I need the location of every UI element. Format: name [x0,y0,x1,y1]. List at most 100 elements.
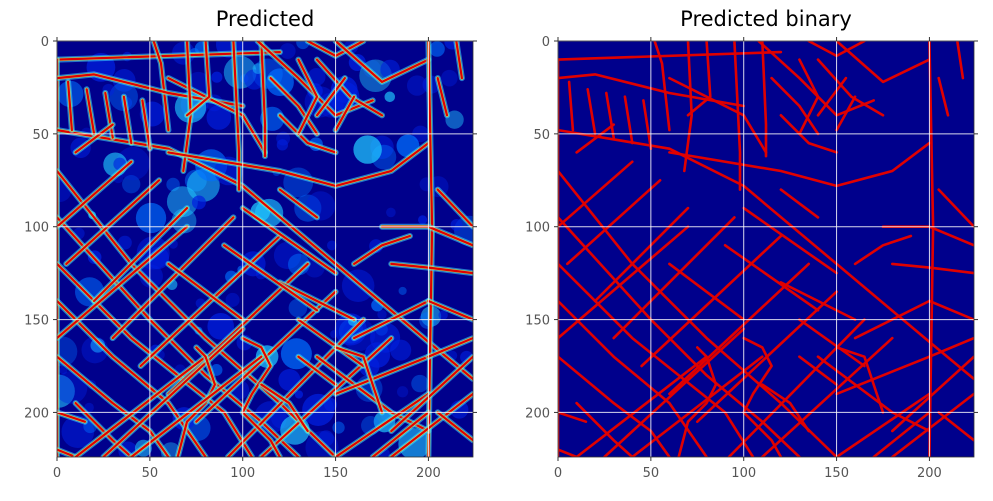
activation-blob [117,235,132,250]
activation-blob [294,390,304,399]
road-line [742,336,783,457]
road-line [558,448,578,457]
road-line [937,411,974,442]
road-line [890,355,974,433]
y-tick-label: 50 [533,128,550,143]
road-line [427,299,473,321]
y-tick-label: 200 [24,406,49,421]
road-line [74,355,207,457]
road-line [334,355,430,395]
road-line [640,234,783,368]
road-line [334,392,430,457]
activation-blob [411,374,429,393]
road-line [223,244,319,312]
road-line [141,99,151,150]
road-line [727,318,866,457]
activation-blob [438,310,448,320]
road-line [269,76,319,135]
activation-blob [225,292,240,307]
road-line [593,206,690,303]
road-line [278,281,356,321]
road-line [558,169,838,457]
road-line [760,336,894,457]
activation-blob [396,386,409,398]
road-line [742,206,838,275]
activation-blob [135,202,167,234]
activation-blob [353,135,382,164]
road-line [937,76,950,117]
road-line [74,123,114,154]
road-line [565,179,662,266]
activation-blob [450,218,463,231]
y-tick-label: 100 [525,221,550,236]
road-line [733,41,742,191]
y-tick-label: 200 [525,406,550,421]
road-line [57,448,77,457]
road-line [57,160,133,228]
y-tick-label: 150 [24,314,49,329]
road-line [297,58,319,135]
road-line [334,346,384,414]
activation-blob [330,330,338,338]
road-line [390,392,473,457]
road-line [816,58,885,117]
y-tick-label: 0 [41,35,49,50]
road-line [835,346,885,414]
road-line [677,346,718,457]
road-line [241,337,281,457]
road-line [642,99,653,150]
y-tick-label: 150 [525,314,550,329]
road-line [835,392,931,457]
activation-blob [244,69,265,90]
road-line [104,91,114,139]
road-line [890,392,974,457]
road-line [130,355,263,457]
y-tick-label: 0 [542,35,550,50]
road-line [185,41,211,117]
road-line [297,318,365,368]
x-tick-label: 200 [917,466,942,481]
road-line [558,411,588,424]
road-line [436,411,473,442]
road-line [315,58,384,117]
road-line [92,207,189,303]
road-line [65,179,161,265]
activation-blob [418,215,428,225]
road-line [278,114,337,154]
x-tick-label: 0 [554,466,562,481]
road-line [567,80,575,132]
road-line [779,188,820,219]
road-line [575,401,634,457]
road-line [455,41,463,80]
activation-blob [386,207,396,218]
road-line [85,88,96,135]
road-line [603,327,746,457]
activation-blob [398,286,407,295]
road-line [139,234,281,368]
predicted-image [57,41,473,457]
road-line [297,355,337,386]
x-tick-label: 100 [230,466,255,481]
right-panel-title: Predicted binary [680,7,852,31]
activation-blob [59,366,68,375]
road-line [668,262,746,321]
road-line [111,216,235,340]
road-line [612,216,736,340]
activation-blob [441,69,458,87]
road-line [122,95,133,145]
road-line [241,207,337,275]
road-line [686,41,712,117]
road-line [760,383,811,433]
road-line [835,95,857,132]
activation-blob [406,75,428,96]
road-line [226,318,365,457]
road-line [74,402,133,457]
axes-frame [557,40,975,458]
road-line [798,355,838,386]
road-line [798,318,866,368]
x-tick-label: 200 [416,466,441,481]
road-line [928,299,974,321]
road-line [558,160,634,228]
road-line [779,114,838,154]
